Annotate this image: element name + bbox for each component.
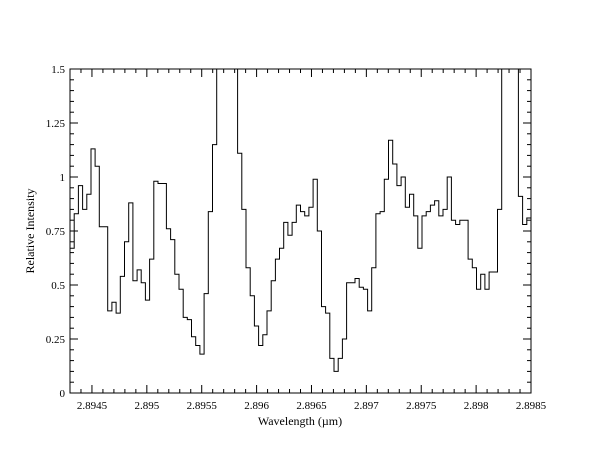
x-tick-label: 2.8985 [516,400,547,412]
y-tick-label: 1.25 [46,118,66,130]
plot-area [69,68,532,394]
y-tick-label: 1.5 [51,64,65,76]
x-tick-label: 2.897 [354,400,379,412]
x-tick-label: 2.898 [464,400,489,412]
y-axis-label: Relative Intensity [23,189,37,274]
x-axis: 2.8945 2.895 2.8955 2.896 2.8965 2.897 2.8975 2… [77,69,547,412]
y-tick-label: 0.5 [51,280,65,292]
x-tick-label: 2.8945 [77,400,108,412]
y-tick-label: 0.25 [46,334,66,346]
spectrum-trace [70,68,531,372]
plot-frame [69,68,532,394]
x-tick-label: 2.8965 [296,400,327,412]
y-axis: 0 0.25 0.5 0.75 1 1.25 1.5 [46,64,531,400]
x-tick-label: 2.896 [244,400,269,412]
y-tick-label: 1 [60,172,66,184]
x-tick-label: 2.8975 [406,400,437,412]
y-tick-label: 0.75 [46,226,66,238]
x-tick-label: 2.8955 [187,400,218,412]
x-axis-label: Wavelength (µm) [258,414,342,428]
y-tick-label: 0 [60,388,66,400]
x-tick-label: 2.895 [134,400,159,412]
